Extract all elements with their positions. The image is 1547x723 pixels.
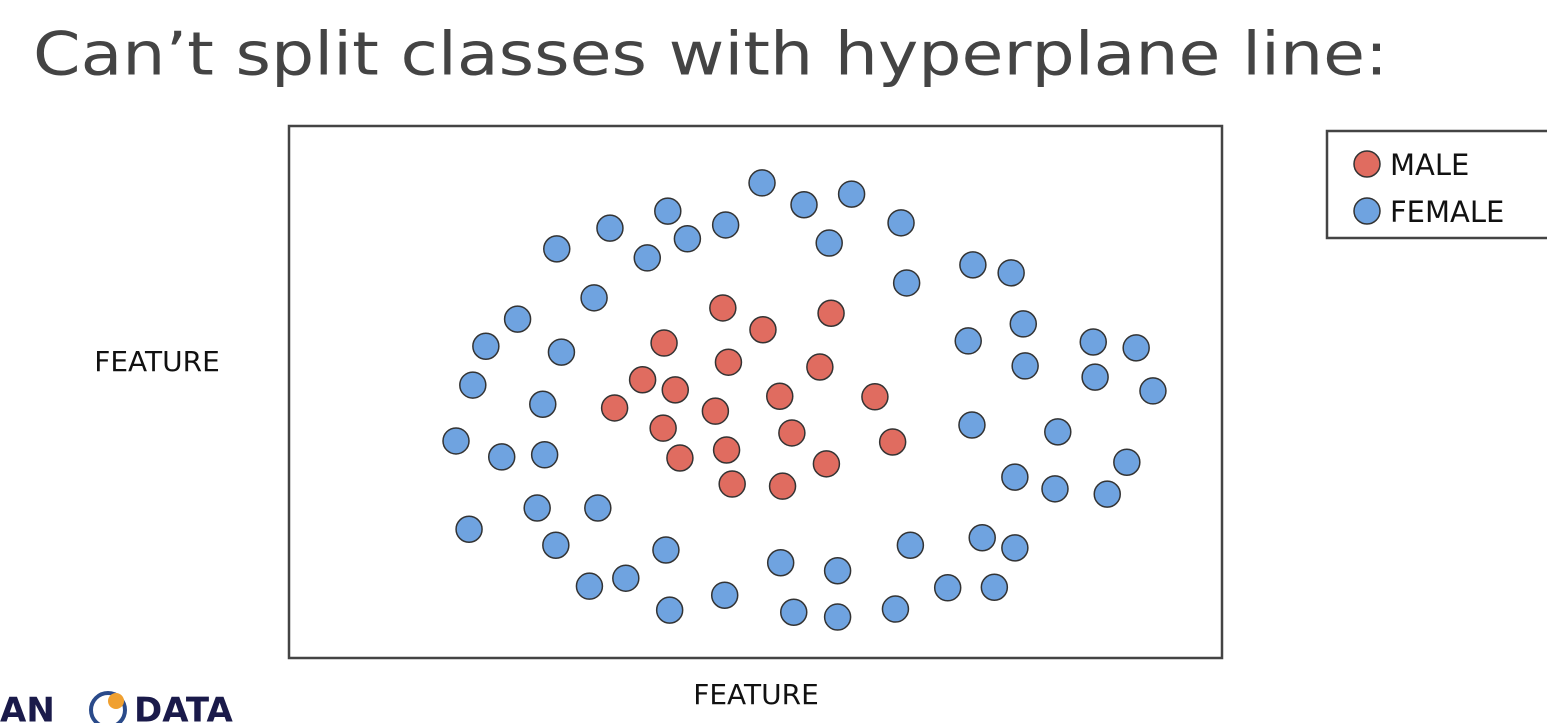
data-point <box>455 515 483 544</box>
y-axis-label: FEATURE <box>94 345 220 378</box>
data-point <box>575 572 604 600</box>
data-point <box>529 390 557 418</box>
data-point <box>633 244 662 272</box>
data-point <box>806 353 834 381</box>
data-point <box>612 564 640 592</box>
data-point <box>823 557 852 585</box>
data-point <box>837 180 866 208</box>
legend-label: MALE <box>1390 148 1469 182</box>
data-point <box>710 581 739 609</box>
data-point <box>472 332 500 360</box>
data-point <box>748 169 776 197</box>
data-point <box>714 348 743 376</box>
data-point <box>712 436 741 464</box>
data-point <box>778 419 806 447</box>
data-point <box>442 427 470 455</box>
data-point <box>768 472 797 500</box>
data-point <box>878 428 907 456</box>
data-point <box>1041 475 1069 503</box>
data-point <box>812 450 841 478</box>
data-point <box>530 441 559 469</box>
data-point <box>1011 352 1039 380</box>
x-axis-label: FEATURE <box>693 678 819 711</box>
slide-title: Can’t split classes with hyperplane line… <box>33 20 1388 90</box>
data-point <box>881 595 910 623</box>
data-point <box>655 596 684 624</box>
data-point <box>547 338 576 366</box>
data-point <box>487 443 516 471</box>
data-point <box>666 444 694 472</box>
data-point <box>1079 328 1107 356</box>
data-point <box>654 197 682 225</box>
data-point <box>649 414 677 442</box>
plot-frame <box>287 124 1224 660</box>
data-point <box>709 294 737 322</box>
logo-text: DATA <box>134 691 233 723</box>
data-point <box>523 494 551 522</box>
data-point <box>652 536 680 564</box>
data-point <box>766 382 794 411</box>
data-point <box>1093 480 1121 508</box>
data-point <box>1044 418 1072 446</box>
data-point <box>459 371 487 399</box>
logo-icon-dot <box>108 693 124 709</box>
data-point <box>661 376 690 404</box>
data-point <box>815 229 843 257</box>
data-point <box>780 598 808 626</box>
legend-label: FEMALE <box>1390 195 1504 229</box>
data-point <box>790 190 818 219</box>
data-point <box>933 574 962 602</box>
legend-marker <box>1353 197 1381 225</box>
data-point <box>600 394 629 422</box>
data-point <box>823 603 852 631</box>
data-point <box>628 366 657 394</box>
data-point <box>701 397 730 425</box>
data-point <box>1009 310 1038 338</box>
data-point <box>980 573 1009 601</box>
data-point <box>711 211 740 239</box>
data-point <box>1113 448 1141 476</box>
data-point <box>580 284 608 312</box>
data-point <box>817 299 845 328</box>
data-point <box>959 251 987 279</box>
data-point <box>887 209 915 237</box>
data-point <box>673 225 702 253</box>
data-point <box>954 327 982 355</box>
logo-text: AN <box>0 691 55 723</box>
data-point <box>596 214 624 242</box>
data-point <box>1001 534 1029 562</box>
data-point <box>1122 334 1150 362</box>
logo-icon <box>89 691 127 723</box>
data-point <box>896 531 925 559</box>
data-point <box>861 383 889 411</box>
data-point <box>718 470 746 498</box>
data-point <box>749 316 777 344</box>
data-point <box>1139 377 1167 405</box>
legend-marker <box>1353 150 1381 178</box>
data-point <box>584 494 612 522</box>
data-point <box>958 411 986 439</box>
data-point <box>968 524 996 552</box>
data-point <box>997 259 1025 287</box>
data-point <box>542 531 570 559</box>
data-point <box>1081 363 1109 391</box>
data-point <box>766 549 795 577</box>
data-point <box>1001 463 1029 491</box>
data-point <box>543 235 571 263</box>
data-point <box>892 269 921 297</box>
data-point <box>650 329 678 357</box>
data-point <box>503 305 532 333</box>
